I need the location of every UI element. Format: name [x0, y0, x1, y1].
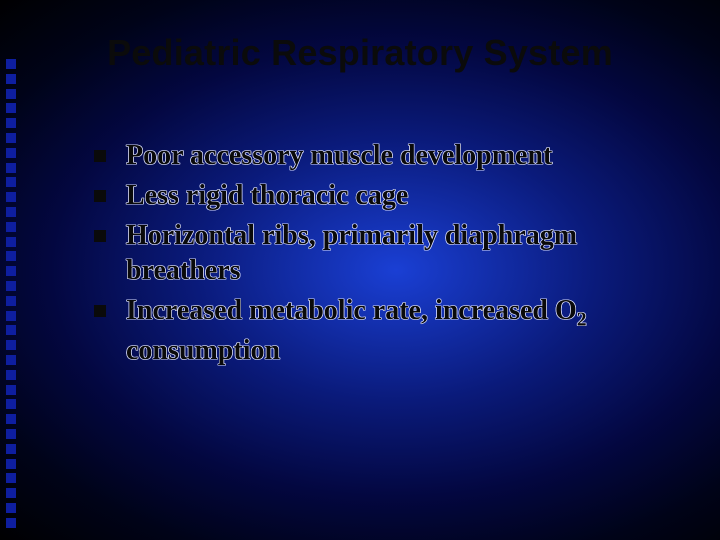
- bullet-item: Horizontal ribs, primarily diaphragm bre…: [94, 218, 680, 288]
- slide-title: Pediatric Respiratory System: [0, 32, 720, 74]
- side-square-icon: [6, 237, 16, 247]
- side-decoration: [6, 59, 26, 528]
- side-square-icon: [6, 281, 16, 291]
- slide: Pediatric Respiratory System Poor access…: [0, 0, 720, 540]
- side-square-icon: [6, 385, 16, 395]
- side-square-icon: [6, 429, 16, 439]
- side-square-icon: [6, 370, 16, 380]
- side-square-icon: [6, 222, 16, 232]
- side-square-icon: [6, 325, 16, 335]
- slide-body: Poor accessory muscle development Less ri…: [94, 138, 680, 373]
- side-square-icon: [6, 340, 16, 350]
- side-square-icon: [6, 148, 16, 158]
- side-square-icon: [6, 444, 16, 454]
- side-square-icon: [6, 503, 16, 513]
- bullet-text: Poor accessory muscle development: [126, 138, 552, 173]
- side-square-icon: [6, 74, 16, 84]
- bullet-square-icon: [94, 230, 106, 242]
- side-square-icon: [6, 266, 16, 276]
- bullet-square-icon: [94, 305, 106, 317]
- side-square-icon: [6, 177, 16, 187]
- bullet-text: Less rigid thoracic cage: [126, 178, 408, 213]
- bullet-item: Poor accessory muscle development: [94, 138, 680, 173]
- bullet-item: Increased metabolic rate, increased O2 c…: [94, 293, 680, 368]
- side-square-icon: [6, 89, 16, 99]
- bullet-text: Increased metabolic rate, increased O2 c…: [126, 293, 680, 368]
- side-square-icon: [6, 251, 16, 261]
- bullet-text: Horizontal ribs, primarily diaphragm bre…: [126, 218, 680, 288]
- side-square-icon: [6, 118, 16, 128]
- bullet-square-icon: [94, 190, 106, 202]
- side-square-icon: [6, 488, 16, 498]
- side-square-icon: [6, 296, 16, 306]
- side-square-icon: [6, 163, 16, 173]
- side-square-icon: [6, 207, 16, 217]
- side-square-icon: [6, 311, 16, 321]
- side-square-icon: [6, 103, 16, 113]
- side-square-icon: [6, 459, 16, 469]
- bullet-item: Less rigid thoracic cage: [94, 178, 680, 213]
- side-square-icon: [6, 133, 16, 143]
- side-square-icon: [6, 192, 16, 202]
- subscript: 2: [577, 310, 587, 331]
- side-square-icon: [6, 414, 16, 424]
- side-square-icon: [6, 473, 16, 483]
- side-square-icon: [6, 518, 16, 528]
- side-square-icon: [6, 355, 16, 365]
- side-square-icon: [6, 399, 16, 409]
- bullet-square-icon: [94, 150, 106, 162]
